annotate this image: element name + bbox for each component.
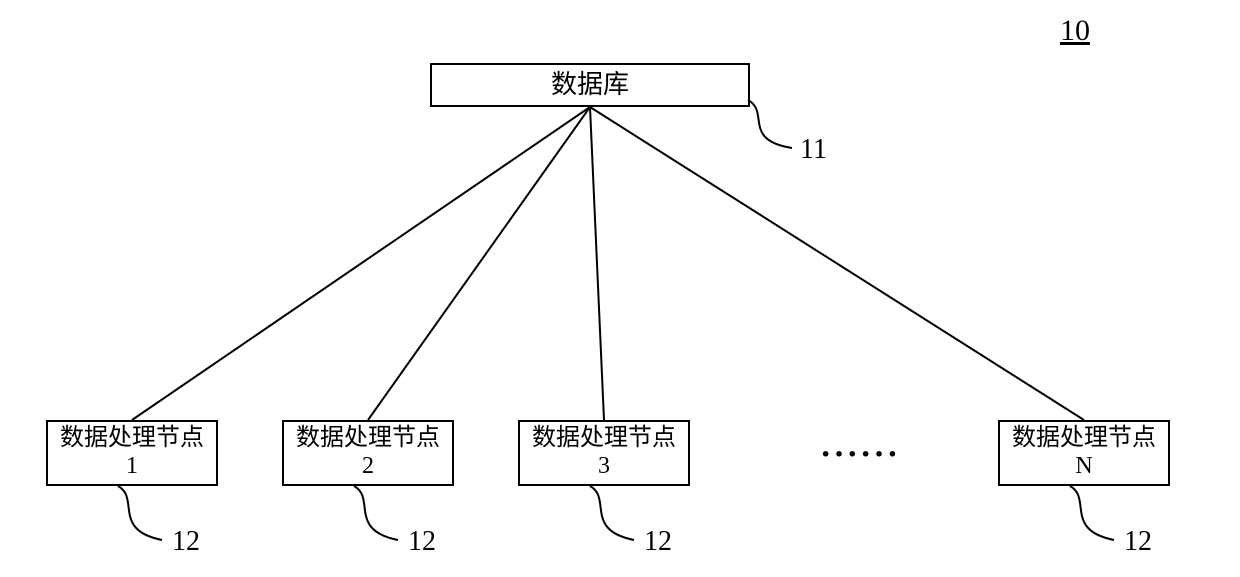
leaf-node-2: 数据处理节点 2 [282, 420, 454, 486]
leaf-2-callout-number: 12 [408, 526, 436, 558]
ellipsis: ······ [820, 436, 900, 474]
leaf-node-label: 数据处理节点 [532, 425, 676, 453]
leaf-3-callout-number: 12 [644, 526, 672, 558]
root-callout-number: 11 [800, 134, 827, 166]
leaf-node-n: 数据处理节点 N [998, 420, 1170, 486]
leaf-1-callout-number: 12 [172, 526, 200, 558]
diagram-canvas: { "diagram": { "type": "tree", "title_la… [0, 0, 1240, 577]
leaf-node-label: 数据处理节点 [60, 425, 204, 453]
leaf-node-number: 2 [362, 453, 374, 481]
leaf-node-1: 数据处理节点 1 [46, 420, 218, 486]
root-node-database: 数据库 [430, 63, 750, 107]
leaf-node-number: 3 [598, 453, 610, 481]
leaf-node-label: 数据处理节点 [296, 425, 440, 453]
figure-number-label: 10 [1060, 14, 1090, 48]
leaf-node-label: 数据处理节点 [1012, 425, 1156, 453]
root-node-label: 数据库 [551, 70, 629, 100]
leaf-node-number: 1 [126, 453, 138, 481]
leaf-n-callout-number: 12 [1124, 526, 1152, 558]
leaf-node-number: N [1075, 453, 1092, 481]
leaf-node-3: 数据处理节点 3 [518, 420, 690, 486]
